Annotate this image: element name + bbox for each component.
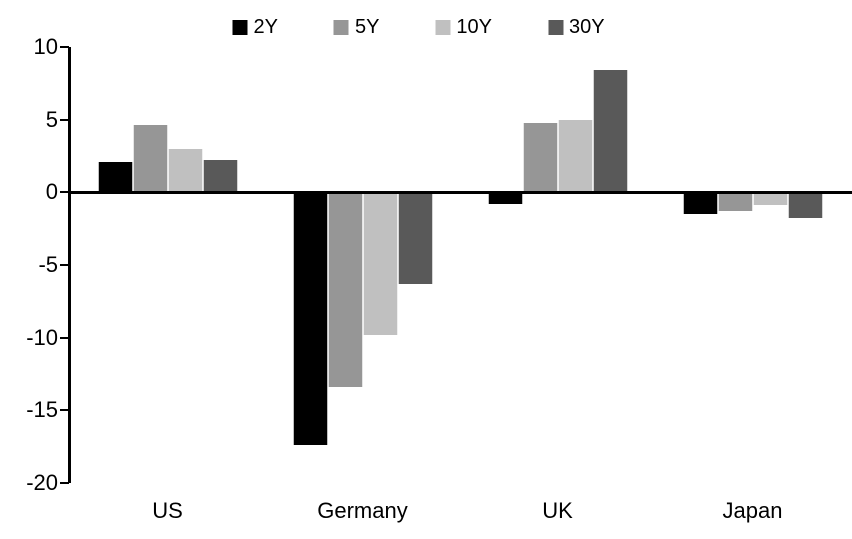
bar-japan-10y (752, 192, 788, 206)
zero-baseline (68, 190, 852, 194)
category-label-germany: Germany (317, 498, 408, 523)
y-axis-tick (60, 336, 69, 339)
y-axis-tick (60, 118, 69, 121)
legend-item-5y: 5Y (333, 16, 380, 38)
legend-label-2y: 2Y (253, 16, 278, 38)
legend-item-10y: 10Y (435, 17, 492, 37)
x-axis-labels: US Germany UK Japan (70, 497, 850, 525)
category-label-japan: Japan (722, 498, 783, 523)
y-axis-tick-label: -5 (38, 252, 58, 277)
bar-japan-2y (682, 192, 718, 215)
y-axis-tick (60, 482, 69, 484)
bar-germany-10y (362, 192, 398, 335)
bar-us-5y (132, 125, 168, 193)
legend-swatch-30y-icon (548, 19, 564, 35)
bar-uk-30y (592, 70, 628, 193)
y-axis-tick-label: -20 (26, 470, 58, 495)
y-axis-tick (60, 46, 69, 48)
y-axis-tick-label: -10 (26, 324, 58, 350)
bar-japan-5y (717, 192, 753, 212)
bar-germany-2y (292, 192, 328, 446)
bar-us-10y (167, 148, 203, 193)
bar-uk-2y (487, 192, 523, 204)
y-axis-tick (60, 191, 69, 194)
legend-swatch-10y-icon (435, 19, 451, 35)
legend-item-2y: 2Y (232, 16, 278, 38)
bar-uk-5y (522, 122, 558, 193)
bar-us-30y (202, 160, 238, 193)
legend-label-5y: 5Y (354, 16, 380, 38)
plot-area: 10 5 0 -5 -10 -15 -20 (26, 34, 852, 495)
legend-swatch-5y-icon (333, 19, 349, 35)
legend-label-30y: 30Y (569, 16, 605, 38)
y-axis-tick (60, 264, 69, 266)
category-label-us: US (152, 498, 183, 523)
bar-germany-30y (397, 192, 433, 284)
legend-label-10y: 10Y (456, 16, 493, 38)
y-axis-tick-label: 10 (33, 34, 58, 59)
bar-japan-30y (787, 192, 823, 219)
y-axis-tick (60, 409, 69, 412)
bar-us-2y (97, 161, 133, 193)
category-label-uk: UK (542, 498, 573, 523)
legend-swatch-2y-icon (232, 19, 248, 35)
y-axis-tick-label: -15 (26, 397, 58, 423)
y-axis-tick-label: 0 (45, 179, 58, 205)
chart-legend: 2Y 5Y 10Y 30Y (232, 14, 605, 40)
bar-uk-10y (557, 119, 593, 193)
y-axis-line (68, 47, 71, 483)
y-axis-tick-label: 5 (45, 106, 58, 132)
bar-germany-5y (327, 192, 363, 388)
legend-item-30y: 30Y (548, 17, 605, 37)
